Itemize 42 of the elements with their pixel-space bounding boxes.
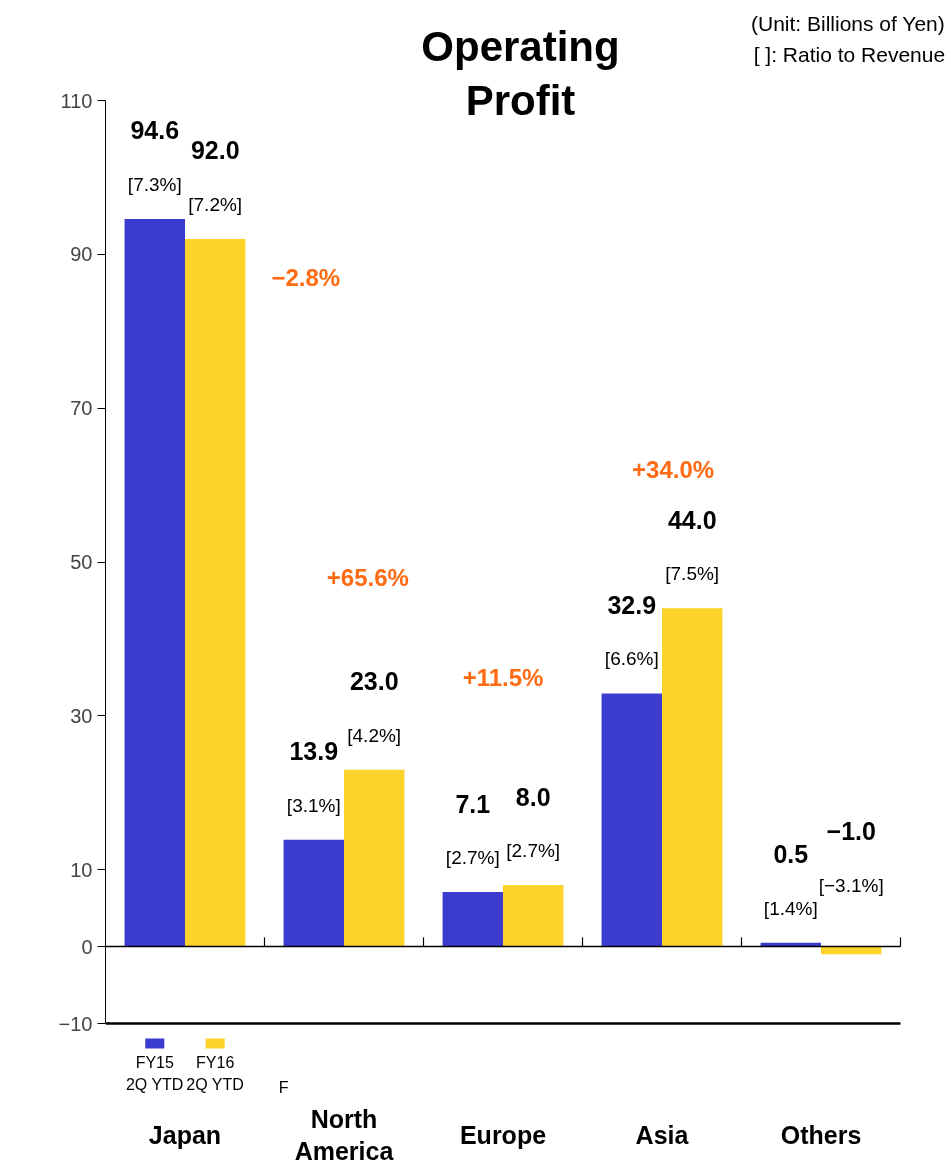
text: [ ]: Ratio to Revenue: [753, 42, 946, 66]
text: (Unit: Billions of Yen): [750, 12, 945, 36]
data-label: 92.0 [7.2%]: [188, 136, 243, 215]
data-label: 23.0 [4.2%]: [347, 667, 402, 746]
bar: [442, 891, 503, 947]
x-tick-label: North America: [294, 1104, 395, 1163]
y-tick-label: 30: [70, 704, 93, 727]
chart-title: Operating Profit: [421, 23, 620, 125]
data-label: 13.9 [3.1%]: [286, 737, 341, 816]
data-label: 44.0 [7.5%]: [665, 505, 720, 585]
y-tick-label: 70: [70, 397, 93, 420]
y-tick-label: 10: [70, 858, 93, 881]
data-label: 7.1 [2.7%]: [445, 789, 500, 868]
legend-label: FY16 2Q YTD: [186, 1053, 244, 1094]
data-label: 8.0 [2.7%]: [506, 782, 561, 861]
annotation: +11.5%: [462, 663, 544, 691]
annotation: +34.0%: [632, 456, 715, 484]
y-tick-label: 90: [70, 243, 93, 266]
bar: [503, 885, 564, 947]
bar: [283, 839, 344, 947]
data-label: 0.5 [1.4%]: [763, 840, 818, 919]
annotation: −2.8%: [271, 263, 341, 291]
x-tick-label: Europe: [459, 1121, 547, 1150]
data-label: 94.6 [7.3%]: [127, 116, 182, 195]
bar: [662, 608, 723, 947]
bar: [185, 238, 246, 947]
bar: [601, 693, 662, 947]
bar: [124, 218, 185, 947]
bar: [821, 946, 882, 955]
y-tick-label: 110: [60, 89, 93, 112]
legend-label: FY15 2Q YTD: [125, 1053, 184, 1094]
x-tick-label: Asia: [635, 1121, 690, 1150]
y-tick-label: −10: [58, 1012, 93, 1035]
y-tick-label: 0: [81, 935, 93, 958]
y-tick-label: 50: [70, 551, 93, 573]
bar: [344, 769, 405, 947]
x-tick-label: Others: [780, 1121, 862, 1150]
text: F: [278, 1078, 289, 1096]
x-tick-label: Japan: [148, 1121, 222, 1150]
data-label: 32.9 [6.6%]: [604, 591, 659, 670]
annotation: +65.6%: [326, 563, 409, 591]
data-label: −1.0 [−3.1%]: [818, 817, 884, 896]
